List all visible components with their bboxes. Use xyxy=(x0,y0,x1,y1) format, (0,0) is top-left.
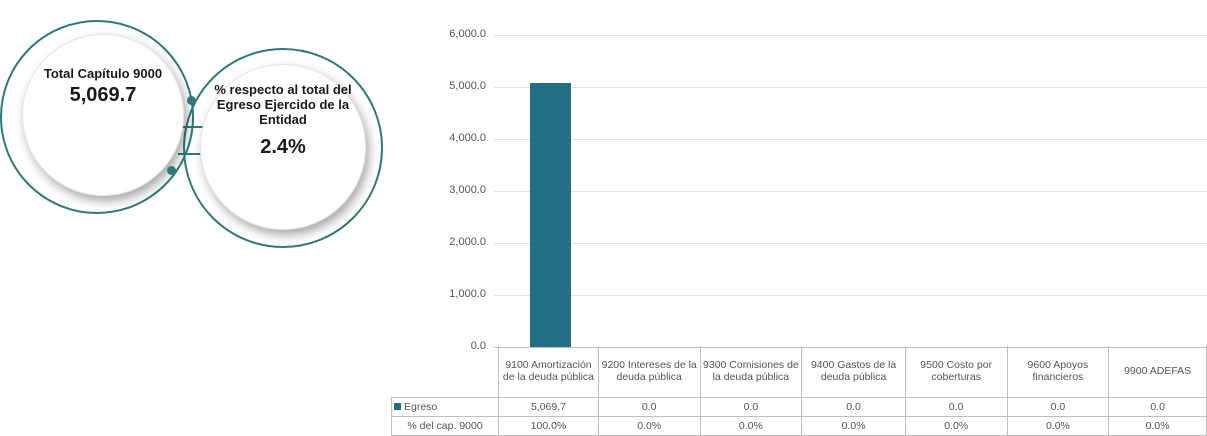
gridline xyxy=(494,191,1207,192)
pct-circle xyxy=(200,64,366,230)
y-tick-label: 2,000.0 xyxy=(449,236,486,248)
row-label-text: Egreso xyxy=(404,400,438,413)
table-cell: 0.0% xyxy=(597,415,701,436)
kpi-panel: Total Capítulo 9000 5,069.7 % respecto a… xyxy=(0,0,400,250)
total-label: Total Capítulo 9000 xyxy=(43,66,163,81)
table-cell: 0.0 xyxy=(699,396,803,417)
table-cell: 0.0% xyxy=(1006,415,1110,436)
total-value: 5,069.7 xyxy=(69,84,137,106)
connector-line-2 xyxy=(178,153,206,155)
data-table: 9100 Amortización de la deuda pública 920… xyxy=(390,346,1207,436)
category-label: 9600 Apoyos financieros xyxy=(1006,346,1110,398)
pct-value: 2.4% xyxy=(260,136,306,158)
bar xyxy=(530,83,571,347)
table-cell: 0.0% xyxy=(904,415,1008,436)
table-cell: 0.0 xyxy=(1108,396,1207,417)
pct-block: % respecto al total del Egreso Ejercido … xyxy=(214,82,352,159)
y-tick-label: 0.0 xyxy=(470,340,486,352)
category-label: 9900 ADEFAS xyxy=(1108,346,1207,398)
table-cell: 100.0% xyxy=(498,415,599,436)
gridline xyxy=(494,243,1207,244)
y-tick-label: 1,000.0 xyxy=(449,288,486,300)
category-label: 9500 Costo por coberturas xyxy=(904,346,1008,398)
total-circle xyxy=(22,34,184,196)
y-tick-label: 5,000.0 xyxy=(449,80,486,92)
table-cell: 0.0% xyxy=(1108,415,1207,436)
table-cell: 0.0% xyxy=(699,415,803,436)
row-label-pct: % del cap. 9000 xyxy=(390,415,500,436)
table-cell: 0.0 xyxy=(1006,396,1110,417)
pct-ring xyxy=(183,48,383,248)
gridline xyxy=(494,87,1207,88)
table-corner xyxy=(392,346,499,397)
connector-dot-2 xyxy=(167,166,176,175)
table-row: % del cap. 9000 100.0% 0.0% 0.0% 0.0% 0.0% 0.… xyxy=(390,415,1207,436)
table-cell: 0.0 xyxy=(597,396,701,417)
gridline xyxy=(494,35,1207,36)
y-tick-label: 4,000.0 xyxy=(449,132,486,144)
category-label: 9300 Comisiones de la deuda pública xyxy=(699,346,803,398)
gridline xyxy=(494,295,1207,296)
table-cell: 0.0% xyxy=(801,415,906,436)
y-tick-label: 3,000.0 xyxy=(449,184,486,196)
row-label-egreso: Egreso xyxy=(390,396,500,417)
category-row: 9100 Amortización de la deuda pública 920… xyxy=(392,346,1207,398)
table-cell: 0.0 xyxy=(801,396,906,417)
category-label: 9400 Gastos de la deuda pública xyxy=(801,346,906,398)
connector-line-1 xyxy=(178,126,218,128)
gridline xyxy=(494,139,1207,140)
table-cell: 0.0 xyxy=(904,396,1008,417)
connector-dot-1 xyxy=(187,96,196,105)
table-row: Egreso 5,069.7 0.0 0.0 0.0 0.0 0.0 0.0 xyxy=(390,396,1207,417)
y-tick-label: 6,000.0 xyxy=(449,28,486,40)
table-cell: 5,069.7 xyxy=(498,396,599,417)
category-label: 9100 Amortización de la deuda pública xyxy=(498,346,599,398)
category-label: 9200 Intereses de la deuda pública xyxy=(597,346,701,398)
legend-swatch xyxy=(394,402,401,410)
total-block: Total Capítulo 9000 5,069.7 xyxy=(40,66,166,107)
pct-label: % respecto al total del Egreso Ejercido … xyxy=(214,82,352,127)
